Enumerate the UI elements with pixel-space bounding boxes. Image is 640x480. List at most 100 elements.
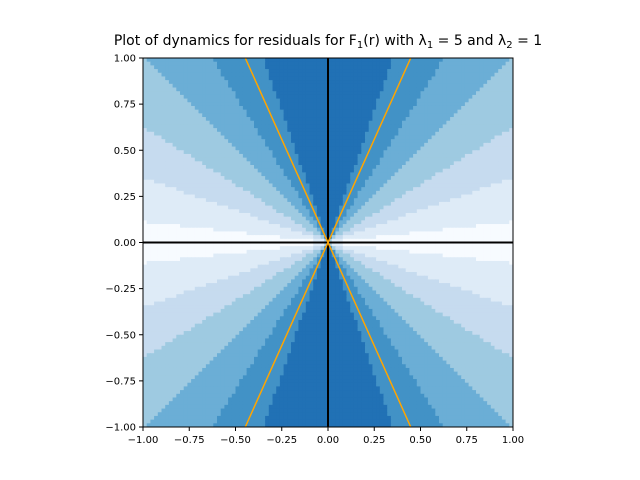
heatmap-cell <box>461 94 466 100</box>
heatmap-cell <box>309 120 314 126</box>
heatmap-cell <box>309 231 314 236</box>
heatmap-cell <box>183 231 188 236</box>
heatmap-cell <box>472 157 477 162</box>
heatmap-cell <box>501 176 507 181</box>
heatmap-cell <box>350 146 355 151</box>
heatmap-cell <box>365 231 370 236</box>
heatmap-cell <box>442 153 447 159</box>
heatmap-cell <box>427 224 433 229</box>
heatmap-cell <box>220 201 225 207</box>
heatmap-cell <box>213 83 218 89</box>
heatmap-cell <box>509 224 513 229</box>
heatmap-cell <box>161 102 166 107</box>
heatmap-cell <box>180 69 185 74</box>
heatmap-cell <box>390 61 396 66</box>
heatmap-cell <box>316 161 322 166</box>
heatmap-cell <box>254 65 259 70</box>
heatmap-cell <box>353 224 359 229</box>
heatmap-cell <box>217 209 222 214</box>
heatmap-cell <box>442 139 447 144</box>
heatmap-cell <box>420 80 425 85</box>
heatmap-cell <box>479 194 484 199</box>
heatmap-cell <box>146 91 151 96</box>
heatmap-cell <box>294 161 299 166</box>
heatmap-cell <box>154 117 159 122</box>
heatmap-cell <box>161 80 166 85</box>
heatmap-cell <box>476 190 481 196</box>
heatmap-cell <box>313 168 318 173</box>
heatmap-cell <box>505 98 510 103</box>
heatmap-cell <box>183 165 188 170</box>
heatmap-cell <box>161 190 166 196</box>
heatmap-cell <box>261 69 266 74</box>
heatmap-cell <box>353 194 359 199</box>
heatmap-cell <box>268 187 274 192</box>
heatmap-cell <box>235 205 240 210</box>
heatmap-cell <box>328 201 333 207</box>
heatmap-cell <box>265 128 270 133</box>
heatmap-cell <box>309 183 314 188</box>
heatmap-cell <box>339 212 344 218</box>
heatmap-cell <box>357 220 362 225</box>
heatmap-cell <box>287 113 292 118</box>
heatmap-cell <box>320 187 325 192</box>
heatmap-cell <box>143 58 148 63</box>
heatmap-cell <box>387 58 392 63</box>
heatmap-cell <box>220 80 225 85</box>
heatmap-cell <box>383 102 388 107</box>
heatmap-cell <box>442 172 447 177</box>
heatmap-cell <box>405 80 410 85</box>
heatmap-cell <box>353 168 359 173</box>
heatmap-cell <box>294 117 299 122</box>
heatmap-cell <box>287 98 292 103</box>
heatmap-cell <box>302 172 307 177</box>
heatmap-cell <box>220 168 225 173</box>
heatmap-cell <box>287 65 292 70</box>
heatmap-cell <box>442 168 447 173</box>
heatmap-cell <box>316 224 322 229</box>
heatmap-cell <box>328 176 333 181</box>
heatmap-cell <box>180 131 185 137</box>
heatmap-cell <box>305 212 311 218</box>
heatmap-cell <box>205 165 211 170</box>
heatmap-cell <box>353 212 359 218</box>
heatmap-cell <box>339 117 344 122</box>
heatmap-cell <box>342 220 348 225</box>
heatmap-cell <box>228 172 233 177</box>
heatmap-cell <box>398 135 403 140</box>
heatmap-cell <box>257 227 262 233</box>
heatmap-cell <box>161 161 166 166</box>
heatmap-cell <box>509 65 513 70</box>
heatmap-cell <box>353 190 359 196</box>
heatmap-cell <box>365 209 370 214</box>
heatmap-cell <box>476 153 481 159</box>
heatmap-cell <box>509 153 513 159</box>
heatmap-cell <box>279 80 285 85</box>
heatmap-cell <box>272 187 277 192</box>
heatmap-cell <box>468 235 473 240</box>
heatmap-cell <box>254 238 259 244</box>
heatmap-cell <box>390 161 396 166</box>
heatmap-cell <box>205 139 211 144</box>
heatmap-cell <box>154 142 159 148</box>
heatmap-cell <box>372 102 377 107</box>
heatmap-cell <box>146 168 151 173</box>
heatmap-cell <box>231 87 237 92</box>
heatmap-cell <box>387 142 392 148</box>
heatmap-cell <box>279 128 285 133</box>
heatmap-cell <box>346 139 351 144</box>
heatmap-cell <box>501 161 507 166</box>
heatmap-cell <box>224 194 229 199</box>
heatmap-cell <box>331 176 336 181</box>
heatmap-cell <box>261 165 266 170</box>
heatmap-cell <box>302 117 307 122</box>
heatmap-cell <box>435 190 440 196</box>
heatmap-cell <box>446 131 451 137</box>
heatmap-cell <box>228 168 233 173</box>
heatmap-cell <box>501 98 507 103</box>
heatmap-cell <box>165 209 170 214</box>
heatmap-cell <box>272 235 277 240</box>
heatmap-cell <box>509 142 513 148</box>
heatmap-cell <box>235 235 240 240</box>
heatmap-cell <box>265 183 270 188</box>
